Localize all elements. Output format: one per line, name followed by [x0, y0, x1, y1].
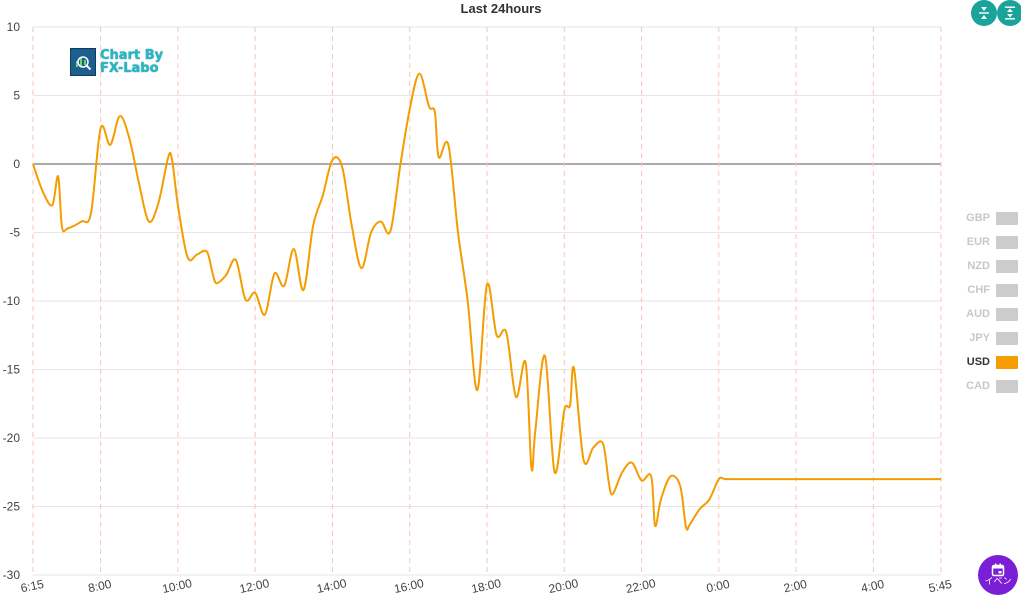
x-tick-label: 8:00 [87, 577, 113, 595]
x-tick-label: 16:00 [393, 576, 426, 595]
x-tick-label: 5:45 [927, 577, 953, 595]
y-tick-label: 0 [13, 157, 20, 171]
legend: GBP EUR NZD CHF AUD JPY USD CAD [946, 206, 1018, 398]
expand-vertical-icon [1005, 6, 1015, 20]
legend-swatch [996, 235, 1018, 249]
x-tick-label: 20:00 [547, 576, 580, 595]
y-tick-label: 5 [13, 89, 20, 103]
legend-label: GBP [966, 212, 990, 224]
x-tick-label: 22:00 [625, 576, 658, 595]
x-tick-label: 6:15 [19, 577, 45, 595]
y-tick-label: -10 [3, 294, 21, 308]
legend-swatch [996, 283, 1018, 297]
legend-swatch [996, 259, 1018, 273]
y-tick-label: -20 [3, 431, 21, 445]
y-tick-label: 10 [7, 20, 21, 34]
chart-magnifier-icon [70, 48, 96, 76]
y-tick-label: -15 [3, 363, 21, 377]
x-tick-label: 2:00 [782, 577, 808, 595]
legend-label: CAD [966, 380, 990, 392]
legend-item-jpy[interactable]: JPY [946, 326, 1018, 350]
legend-item-eur[interactable]: EUR [946, 230, 1018, 254]
legend-label: JPY [969, 332, 990, 344]
legend-item-aud[interactable]: AUD [946, 302, 1018, 326]
logo-text: Chart By FX-Labo [100, 49, 163, 75]
legend-item-chf[interactable]: CHF [946, 278, 1018, 302]
x-tick-label: 10:00 [161, 576, 194, 595]
legend-item-gbp[interactable]: GBP [946, 206, 1018, 230]
compress-vertical-icon [979, 7, 989, 19]
event-button-label: イベン [984, 577, 1012, 587]
legend-swatch [996, 331, 1018, 345]
legend-swatch [996, 211, 1018, 225]
legend-label: AUD [966, 308, 990, 320]
legend-swatch [996, 379, 1018, 393]
legend-item-cad[interactable]: CAD [946, 374, 1018, 398]
legend-label: CHF [967, 284, 990, 296]
x-tick-label: 4:00 [860, 577, 886, 595]
event-button[interactable]: イベン [978, 555, 1018, 595]
legend-label: NZD [967, 260, 990, 272]
fx-labo-logo: Chart By FX-Labo [70, 48, 163, 76]
y-tick-label: -5 [9, 226, 20, 240]
legend-item-usd[interactable]: USD [946, 350, 1018, 374]
collapse-button[interactable] [971, 0, 997, 26]
series-line-usd [32, 72, 941, 531]
legend-label: USD [966, 356, 990, 368]
x-tick-label: 18:00 [470, 576, 503, 595]
chart-title: Last 24hours [461, 1, 542, 16]
logo-line-2: FX-Labo [100, 61, 159, 76]
y-tick-label: -30 [3, 568, 21, 582]
x-tick-label: 12:00 [238, 576, 271, 595]
expand-button[interactable] [997, 0, 1021, 26]
legend-label: EUR [966, 236, 990, 248]
y-tick-label: -25 [3, 500, 21, 514]
legend-swatch [996, 355, 1018, 369]
x-tick-label: 14:00 [315, 576, 348, 595]
x-tick-label: 0:00 [705, 577, 731, 595]
legend-swatch [996, 307, 1018, 321]
legend-item-nzd[interactable]: NZD [946, 254, 1018, 278]
logo-line-1: Chart By [100, 48, 164, 63]
calendar-icon [991, 563, 1005, 577]
